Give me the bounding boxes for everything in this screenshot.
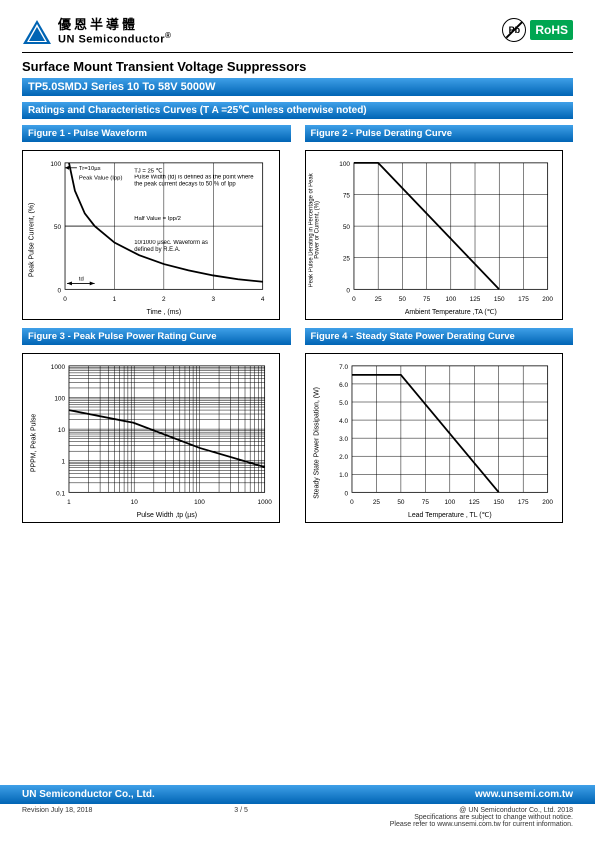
svg-text:1000: 1000: [258, 499, 273, 506]
svg-text:175: 175: [517, 499, 528, 506]
svg-text:0: 0: [57, 287, 61, 294]
svg-text:Lead Temperature , TL (℃): Lead Temperature , TL (℃): [407, 512, 491, 519]
svg-text:0: 0: [63, 296, 67, 303]
svg-text:3.0: 3.0: [339, 436, 348, 443]
figure3-chart: PPPM, Peak Pulse Pulse Width ,tp (µs) 1 1…: [22, 353, 280, 523]
svg-text:4: 4: [261, 296, 265, 303]
svg-text:100: 100: [54, 395, 65, 402]
badges: Pb RoHS: [502, 18, 573, 42]
svg-text:0: 0: [352, 296, 356, 303]
svg-text:1: 1: [113, 296, 117, 303]
ratings-bar: Ratings and Characteristics Curves (T A …: [22, 102, 573, 119]
svg-text:PPPM, Peak Pulse: PPPM, Peak Pulse: [30, 414, 37, 473]
svg-text:50: 50: [342, 224, 350, 231]
rohs-badge: RoHS: [530, 20, 573, 40]
footer-notes: @ UN Semiconductor Co., Ltd. 2018 Specif…: [390, 807, 573, 828]
footer-company: UN Semiconductor Co., Ltd.: [22, 789, 155, 800]
footer-revision: Revision July 18, 2018: [22, 807, 92, 828]
svg-text:1000: 1000: [51, 364, 66, 371]
svg-text:100: 100: [444, 499, 455, 506]
svg-text:Peak Pulse Current, (%): Peak Pulse Current, (%): [28, 203, 35, 277]
svg-text:100: 100: [339, 161, 350, 168]
series-bar: TP5.0SMDJ Series 10 To 58V 5000W: [22, 78, 573, 96]
company-name-cn: 優恩半導體: [58, 18, 171, 32]
svg-text:100: 100: [194, 499, 205, 506]
svg-text:3: 3: [211, 296, 215, 303]
svg-text:Ambient Temperature ,TA (℃): Ambient Temperature ,TA (℃): [404, 309, 496, 316]
svg-text:200: 200: [542, 296, 553, 303]
svg-text:75: 75: [342, 192, 350, 199]
logo-block: 優恩半導體 UN Semiconductor®: [22, 18, 171, 46]
logo-icon: [22, 19, 52, 45]
svg-text:Tr=10µs: Tr=10µs: [79, 166, 101, 172]
svg-text:25: 25: [374, 296, 382, 303]
svg-text:0: 0: [344, 490, 348, 497]
svg-text:2.0: 2.0: [339, 454, 348, 461]
svg-text:100: 100: [50, 161, 61, 168]
svg-text:2: 2: [162, 296, 166, 303]
footer-url: www.unsemi.com.tw: [475, 789, 573, 800]
svg-text:150: 150: [493, 296, 504, 303]
svg-text:1.0: 1.0: [339, 472, 348, 479]
figure3-title: Figure 3 - Peak Pulse Power Rating Curve: [22, 328, 291, 345]
svg-text:50: 50: [54, 224, 62, 231]
svg-text:4.0: 4.0: [339, 418, 348, 425]
company-name-en: UN Semiconductor®: [58, 32, 171, 46]
svg-text:Steady State Power Dissipation: Steady State Power Dissipation, (W): [313, 387, 320, 499]
figure1-chart: td Tr=10µs Peak Value (Ipp) TJ = 25 ℃ Pu…: [22, 150, 280, 320]
svg-text:Pulse Width ,tp (µs): Pulse Width ,tp (µs): [137, 512, 197, 519]
svg-text:25: 25: [372, 499, 380, 506]
svg-text:0: 0: [350, 499, 354, 506]
svg-text:1: 1: [67, 499, 71, 506]
svg-text:125: 125: [469, 296, 480, 303]
svg-text:10: 10: [58, 427, 66, 434]
header: 優恩半導體 UN Semiconductor® Pb RoHS: [22, 18, 573, 46]
svg-text:0.1: 0.1: [56, 490, 65, 497]
svg-text:Time , (ms): Time , (ms): [147, 309, 182, 316]
svg-text:100: 100: [445, 296, 456, 303]
svg-text:175: 175: [518, 296, 529, 303]
page-title: Surface Mount Transient Voltage Suppress…: [22, 59, 573, 74]
svg-text:td: td: [79, 277, 84, 283]
svg-text:200: 200: [542, 499, 553, 506]
svg-text:125: 125: [468, 499, 479, 506]
divider: [22, 52, 573, 53]
figure4-chart: Steady State Power Dissipation, (W) Lead…: [305, 353, 563, 523]
svg-text:0: 0: [346, 287, 350, 294]
footer: UN Semiconductor Co., Ltd. www.unsemi.co…: [0, 785, 595, 842]
svg-text:1: 1: [61, 459, 65, 466]
figure1-title: Figure 1 - Pulse Waveform: [22, 125, 291, 142]
svg-text:Half Value = Ipp/2: Half Value = Ipp/2: [134, 216, 181, 222]
svg-text:150: 150: [493, 499, 504, 506]
svg-text:50: 50: [398, 296, 406, 303]
svg-text:6.0: 6.0: [339, 382, 348, 389]
svg-text:75: 75: [423, 296, 431, 303]
svg-text:7.0: 7.0: [339, 364, 348, 371]
figure4-title: Figure 4 - Steady State Power Derating C…: [305, 328, 574, 345]
svg-text:50: 50: [397, 499, 405, 506]
figure2-chart: Peak Pulse Derating in Percentage of Pea…: [305, 150, 563, 320]
figure2-title: Figure 2 - Pulse Derating Curve: [305, 125, 574, 142]
svg-text:5.0: 5.0: [339, 400, 348, 407]
pb-free-icon: Pb: [502, 18, 526, 42]
svg-text:25: 25: [342, 256, 350, 263]
svg-text:75: 75: [421, 499, 429, 506]
svg-text:10: 10: [131, 499, 139, 506]
footer-page: 3 / 5: [234, 807, 248, 828]
svg-text:Peak Value (Ipp): Peak Value (Ipp): [79, 176, 123, 182]
